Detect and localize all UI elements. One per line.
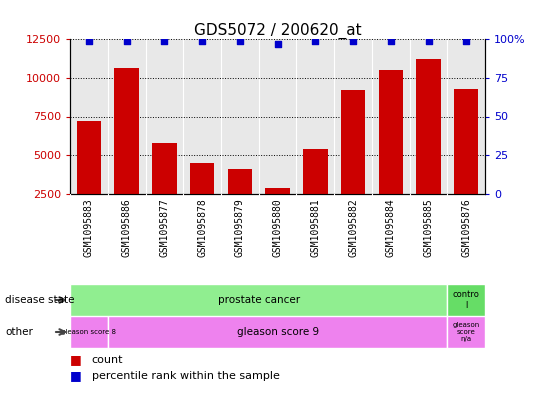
Text: GSM1095886: GSM1095886: [122, 198, 132, 257]
Text: ■: ■: [70, 369, 82, 382]
Bar: [416, 59, 441, 194]
Point: [198, 37, 206, 44]
Point: [311, 37, 320, 44]
Bar: [447, 316, 485, 348]
Text: disease state: disease state: [5, 295, 75, 305]
Text: GSM1095881: GSM1095881: [310, 198, 320, 257]
Bar: [303, 149, 328, 194]
Point: [462, 37, 471, 44]
Text: GSM1095876: GSM1095876: [461, 198, 471, 257]
Point: [85, 37, 93, 44]
Text: percentile rank within the sample: percentile rank within the sample: [92, 371, 280, 381]
Point: [122, 37, 131, 44]
Text: GSM1095877: GSM1095877: [160, 198, 169, 257]
Bar: [77, 121, 101, 194]
Bar: [454, 88, 479, 194]
Text: GSM1095883: GSM1095883: [84, 198, 94, 257]
Bar: [341, 90, 365, 194]
Point: [424, 37, 433, 44]
Text: GSM1095882: GSM1095882: [348, 198, 358, 257]
Text: GSM1095884: GSM1095884: [386, 198, 396, 257]
Title: GDS5072 / 200620_at: GDS5072 / 200620_at: [194, 23, 361, 39]
Bar: [227, 169, 252, 194]
Bar: [108, 316, 447, 348]
Text: GSM1095879: GSM1095879: [235, 198, 245, 257]
Text: prostate cancer: prostate cancer: [218, 295, 300, 305]
Text: other: other: [5, 327, 33, 337]
Bar: [265, 188, 290, 194]
Point: [236, 37, 244, 44]
Bar: [190, 163, 215, 194]
Text: count: count: [92, 355, 123, 365]
Bar: [447, 284, 485, 316]
Text: gleason score 8: gleason score 8: [61, 329, 116, 335]
Text: GSM1095878: GSM1095878: [197, 198, 207, 257]
Point: [273, 40, 282, 47]
Bar: [114, 68, 139, 194]
Text: ■: ■: [70, 353, 82, 367]
Point: [386, 37, 395, 44]
Text: contro
l: contro l: [453, 290, 480, 310]
Bar: [152, 143, 177, 194]
Point: [349, 37, 357, 44]
Text: GSM1095885: GSM1095885: [424, 198, 433, 257]
Bar: [378, 70, 403, 194]
Text: GSM1095880: GSM1095880: [273, 198, 282, 257]
Text: gleason
score
n/a: gleason score n/a: [453, 322, 480, 342]
Point: [160, 37, 169, 44]
Bar: [70, 316, 108, 348]
Text: gleason score 9: gleason score 9: [237, 327, 319, 337]
